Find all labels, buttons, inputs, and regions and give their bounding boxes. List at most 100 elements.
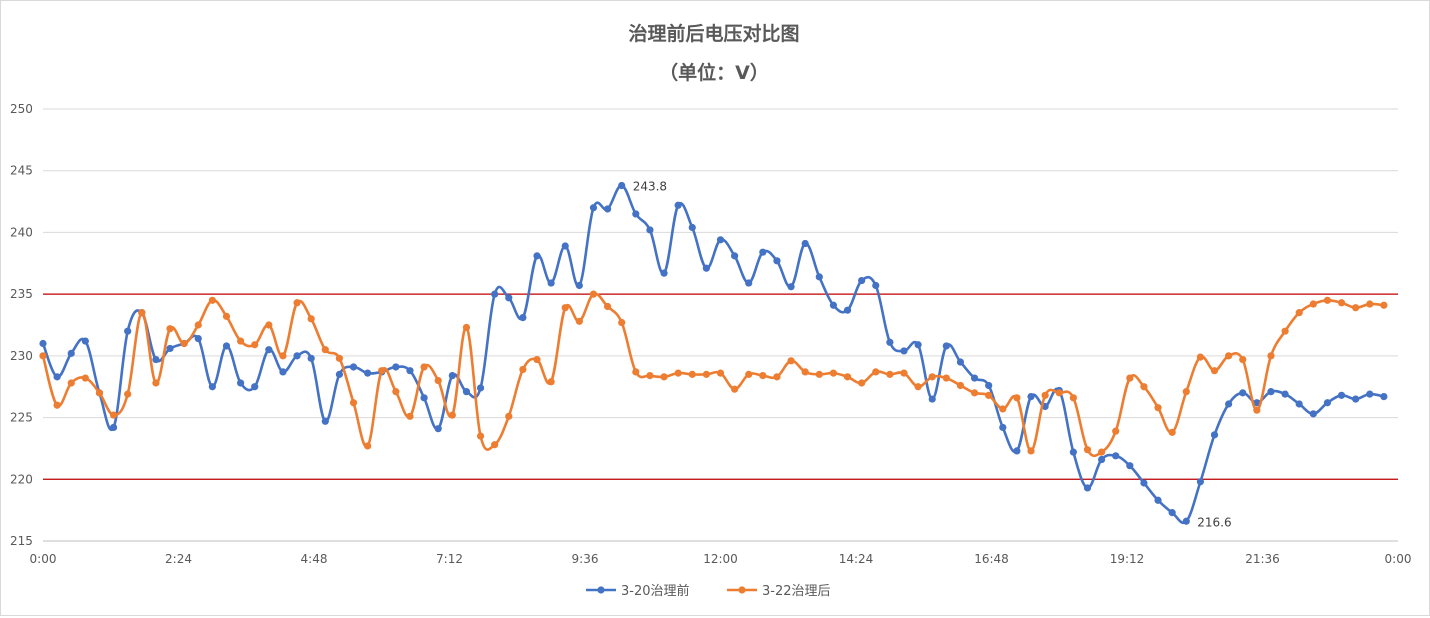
data-point <box>1013 394 1021 402</box>
data-point <box>942 342 950 350</box>
data-point <box>1041 391 1049 399</box>
data-point <box>1154 496 1162 504</box>
data-labels: 243.8 216.6 <box>633 180 1232 530</box>
data-point <box>208 296 216 304</box>
data-point <box>1253 399 1261 407</box>
data-point <box>124 327 132 335</box>
data-point <box>815 370 823 378</box>
data-point <box>39 352 47 360</box>
data-point <box>293 352 301 360</box>
legend-swatch-marker <box>738 586 746 594</box>
data-point <box>1267 388 1275 396</box>
data-point <box>321 346 329 354</box>
data-point <box>95 389 104 397</box>
data-point <box>237 379 245 387</box>
data-point <box>251 341 259 349</box>
data-point <box>1281 390 1289 398</box>
data-point <box>67 379 75 387</box>
data-point <box>956 358 965 366</box>
data-point <box>928 373 936 381</box>
data-point <box>1225 352 1233 360</box>
data-point <box>1295 400 1303 408</box>
data-point <box>900 369 908 377</box>
y-tick-label: 225 <box>10 411 33 425</box>
data-point <box>674 369 682 377</box>
data-point <box>1069 448 1077 456</box>
y-tick-label: 245 <box>10 164 33 178</box>
data-point <box>307 315 315 323</box>
data-point <box>561 304 569 312</box>
series-group <box>39 181 1388 525</box>
data-point <box>476 384 485 392</box>
data-point <box>462 323 471 332</box>
data-point <box>406 412 414 420</box>
data-point <box>801 368 809 376</box>
data-point <box>1253 406 1261 414</box>
data-point <box>745 370 753 378</box>
data-point <box>237 337 245 345</box>
data-point <box>561 242 569 250</box>
data-point <box>1055 389 1063 397</box>
data-point <box>81 374 89 382</box>
data-point <box>505 294 513 302</box>
data-point <box>914 341 922 349</box>
data-point <box>674 201 682 209</box>
data-point <box>1027 447 1035 455</box>
data-point <box>886 370 894 378</box>
data-point <box>1281 327 1289 335</box>
data-point <box>575 281 583 290</box>
data-point <box>928 395 936 403</box>
reference-lines <box>43 293 1398 480</box>
data-point <box>1380 301 1388 309</box>
data-point <box>1013 447 1021 455</box>
data-point <box>985 391 993 399</box>
data-point <box>547 378 555 386</box>
data-point <box>1352 395 1360 403</box>
data-point <box>787 283 795 291</box>
data-point <box>519 365 527 374</box>
data-point <box>985 381 993 390</box>
data-point <box>378 367 386 375</box>
data-point <box>858 379 866 387</box>
data-point <box>152 355 160 364</box>
data-point <box>364 369 372 377</box>
data-point <box>1182 388 1190 396</box>
data-point <box>335 370 344 378</box>
data-point <box>829 369 838 377</box>
data-point <box>815 273 823 281</box>
data-point <box>1380 392 1388 401</box>
data-point <box>321 417 329 425</box>
data-point <box>632 368 640 376</box>
data-point <box>688 370 696 378</box>
data-point <box>872 368 880 376</box>
chart-subtitle: （单位：V） <box>659 61 769 84</box>
data-point <box>956 381 965 390</box>
data-point <box>406 367 414 375</box>
data-point <box>660 269 668 277</box>
data-point <box>476 432 485 440</box>
data-point <box>702 264 710 272</box>
data-point <box>1196 353 1204 361</box>
data-point <box>109 423 118 432</box>
data-point <box>307 354 315 362</box>
data-point <box>1126 374 1134 382</box>
y-tick-label: 240 <box>10 225 33 239</box>
data-point <box>448 372 456 380</box>
data-point <box>1182 517 1190 525</box>
data-point <box>843 306 852 314</box>
data-point <box>265 346 273 354</box>
data-point <box>787 357 795 365</box>
data-point <box>1366 390 1374 398</box>
data-point <box>1097 448 1106 456</box>
data-point <box>349 363 358 371</box>
data-point <box>251 383 259 391</box>
y-tick-label: 220 <box>10 472 33 486</box>
data-point <box>364 442 372 450</box>
data-point <box>1168 428 1176 436</box>
data-point <box>773 373 781 381</box>
y-tick-label: 235 <box>10 287 33 301</box>
data-point <box>1366 300 1374 308</box>
legend: 3-20治理前 3-22治理后 <box>586 583 831 599</box>
data-point <box>491 441 499 449</box>
data-point <box>1140 383 1148 391</box>
